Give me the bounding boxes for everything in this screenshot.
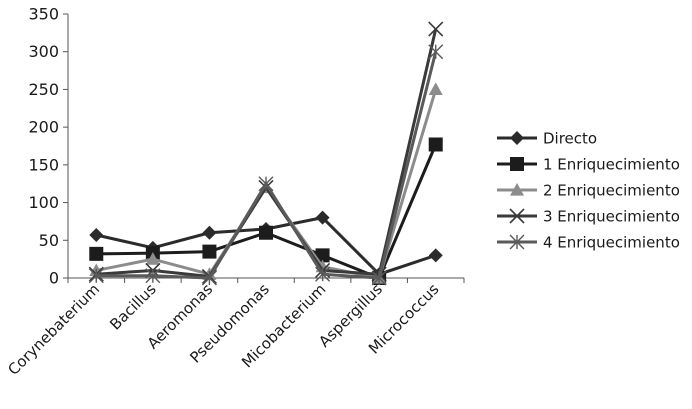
point-x (428, 21, 444, 37)
point-x-stroke (509, 208, 525, 224)
point-star (88, 268, 104, 284)
legend-item: Directo (497, 130, 597, 148)
point-square (510, 157, 524, 171)
point-diamond (89, 228, 104, 243)
legend-label: Directo (543, 130, 597, 148)
point-star (258, 176, 274, 192)
point-x (509, 208, 525, 224)
point-x-stroke (428, 21, 444, 37)
point-star (509, 234, 525, 250)
point-star (371, 270, 387, 286)
legend-item: 4 Enriquecimiento (497, 234, 680, 252)
legend-item: 3 Enriquecimiento (497, 208, 680, 226)
point-star (428, 44, 444, 60)
y-tick-label: 150 (28, 155, 59, 174)
y-tick-label: 300 (28, 42, 59, 61)
x-tick-label: Corynebaterium (4, 280, 103, 379)
x-tick-label: Bacillus (106, 280, 160, 334)
legend-label: 3 Enriquecimiento (543, 208, 680, 226)
point-square (315, 248, 330, 263)
point-triangle (510, 183, 524, 196)
y-tick-label: 0 (49, 269, 59, 288)
series-5 (88, 44, 444, 286)
point-star (201, 270, 217, 286)
point-star (315, 266, 331, 282)
chart-series (88, 21, 444, 286)
legend-item: 2 Enriquecimiento (497, 182, 680, 200)
point-triangle (428, 82, 443, 96)
legend-label: 2 Enriquecimiento (543, 182, 680, 200)
legend-label: 1 Enriquecimiento (543, 156, 680, 174)
y-tick-label: 200 (28, 118, 59, 137)
point-diamond (202, 225, 217, 240)
legend-label: 4 Enriquecimiento (543, 234, 680, 252)
point-triangle (145, 252, 160, 265)
point-diamond (510, 131, 524, 145)
point-star (145, 268, 161, 284)
y-tick-label: 250 (28, 80, 59, 99)
y-tick-label: 350 (28, 5, 59, 24)
y-tick-label: 50 (39, 231, 59, 250)
point-square (428, 137, 443, 152)
chart-legend: Directo 1 Enriquecimiento 2 Enriquecimient… (497, 130, 680, 252)
series-2 (89, 137, 443, 285)
point-square (259, 225, 273, 240)
y-tick-label: 100 (28, 193, 59, 212)
legend-item: 1 Enriquecimiento (497, 156, 680, 174)
point-diamond (428, 248, 443, 263)
point-square (202, 244, 217, 259)
chart-axes: 0 50 100 150 200 250 300 350 Corynebaterium Bacil… (4, 5, 465, 379)
point-square (89, 246, 104, 261)
point-diamond (315, 210, 330, 225)
